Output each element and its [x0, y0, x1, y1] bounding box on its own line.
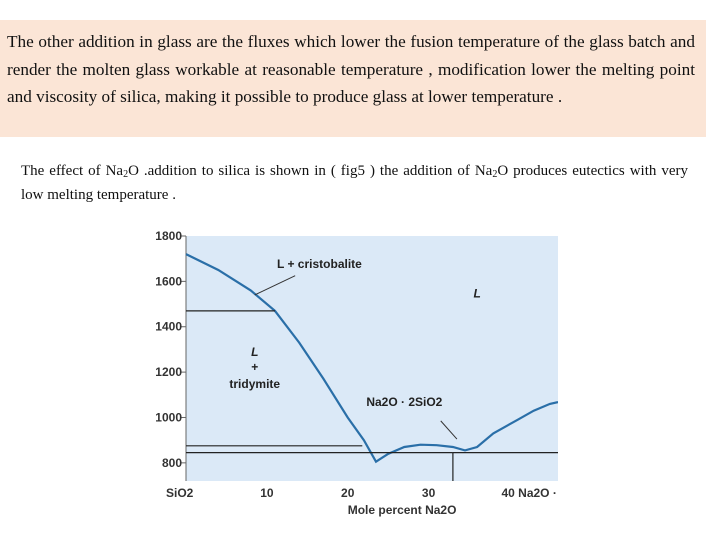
x-tick-label: 10	[260, 486, 274, 500]
phase-diagram-chart: 800 1000 1200 1400 1600 1800 SiO2 10 20 30 40 Na2O…	[155, 229, 558, 517]
region-label: tridymite	[229, 377, 280, 391]
x-tick-label: SiO2	[166, 486, 194, 500]
y-tick-label: 800	[162, 456, 182, 470]
highlight-box	[0, 20, 706, 137]
plot-area	[186, 236, 558, 481]
x-tick-label: 30	[422, 486, 436, 500]
liquidus-curve	[185, 253, 558, 464]
leader-line	[440, 420, 458, 440]
region-label: Na2O · 2SiO2	[366, 395, 442, 409]
y-tick-label: 1200	[155, 365, 182, 379]
y-tick-label: 1600	[155, 274, 182, 288]
effect-text-2: O .addition to silica is shown in ( fig5…	[128, 163, 493, 179]
effect-paragraph: The effect of Na2O .addition to silica i…	[21, 159, 688, 207]
x-axis-label: Mole percent Na2O	[348, 503, 457, 517]
region-label: L + cristobalite	[277, 257, 362, 271]
intro-paragraph: The other addition in glass are the flux…	[7, 32, 695, 106]
y-tick-label: 1800	[155, 229, 182, 243]
y-tick-label: 1000	[155, 410, 182, 424]
region-label: L	[473, 286, 480, 300]
x-tick-label: 20	[341, 486, 355, 500]
region-label: L	[251, 345, 258, 359]
subscript-2: 2	[492, 169, 498, 180]
leader-line	[254, 275, 296, 296]
y-tick-label: 1400	[155, 320, 182, 334]
effect-text-1: The effect of Na	[21, 163, 124, 179]
effect-text-3: O produces eutectics with very low melti…	[21, 163, 688, 203]
subscript-2: 2	[123, 169, 129, 180]
region-label: +	[251, 360, 258, 374]
x-tick-label: 40 Na2O · 2SiO2	[501, 486, 558, 500]
